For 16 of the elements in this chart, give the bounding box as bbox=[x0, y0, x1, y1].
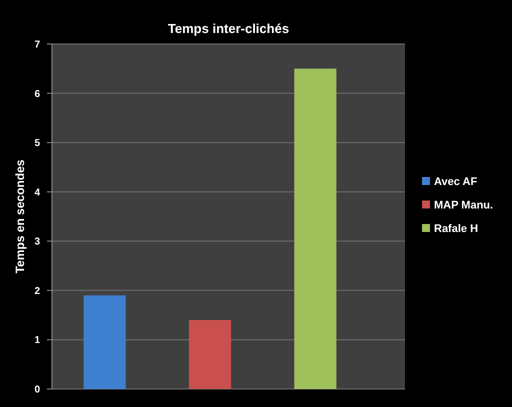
legend-label: Rafale H bbox=[434, 222, 478, 235]
legend-label: MAP Manu. bbox=[434, 199, 494, 212]
y-tick-label: 2 bbox=[34, 286, 40, 297]
y-tick-label: 5 bbox=[34, 138, 40, 150]
bar bbox=[294, 68, 336, 389]
legend-label: Avec AF bbox=[434, 176, 478, 188]
y-tick-label: 0 bbox=[34, 384, 40, 396]
bar bbox=[188, 320, 232, 389]
y-tick-label: 4 bbox=[34, 187, 40, 198]
y-tick-label: 3 bbox=[34, 236, 40, 248]
y-tick-label: 1 bbox=[34, 335, 40, 346]
chart-title: Temps inter-clichés bbox=[168, 21, 290, 36]
y-tick-label: 7 bbox=[34, 40, 40, 50]
y-tick-label: 6 bbox=[34, 88, 40, 100]
bar bbox=[84, 295, 126, 389]
y-axis-title: Temps en secondes bbox=[13, 159, 27, 274]
